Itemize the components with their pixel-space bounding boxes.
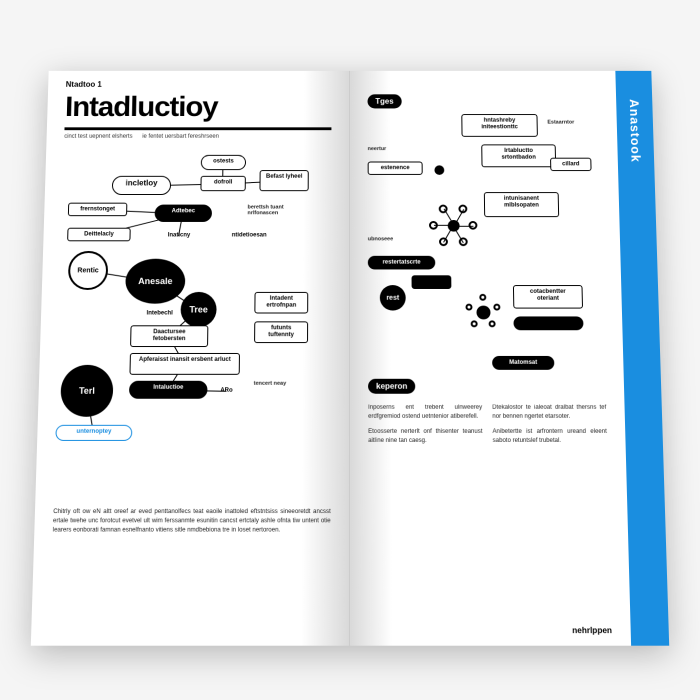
node-n1: ostests	[201, 155, 246, 170]
col-p2: Etoosserte nerterlt onf thisenter teanus…	[368, 428, 483, 446]
right-page: Tges hntashreby initeestionttc Irtabluctt…	[350, 71, 631, 646]
section2-header: keperon	[368, 379, 415, 394]
node-r6: neertur	[368, 146, 407, 156]
page-title: Intadluctioy	[64, 91, 331, 130]
book-spread: Ntadtoo 1 Intadluctioy cinct test uepnen…	[31, 71, 669, 646]
node-r12: rest	[380, 285, 406, 310]
node-n3: dofroll	[200, 176, 245, 191]
node-n20: Intadent ertrofnpan	[254, 292, 308, 314]
node-n10: Rentic	[68, 251, 109, 290]
left-page: Ntadtoo 1 Intadluctioy cinct test uepnen…	[31, 71, 350, 646]
node-n5: frernstonget	[68, 203, 127, 216]
node-n7: Deittelacly	[67, 228, 131, 242]
node-n16: Intaluctioe	[129, 381, 208, 399]
node-r3: intunisanent mlblsopaten	[484, 192, 559, 217]
node-r4: Estaarntor	[547, 120, 596, 131]
node-r8	[434, 165, 444, 175]
node-r15: cotacbentter oteriant	[513, 285, 583, 309]
node-n8: Inaticny	[154, 230, 204, 244]
section-header: Tges	[368, 94, 402, 108]
node-n19: ARo	[211, 385, 241, 397]
node-r17: Matomsat	[492, 356, 554, 370]
text-columns: Inposerns ent trebent ulnweerey erdfgrem…	[368, 404, 607, 449]
col-p4: Anibetertte ist arfrontern ureand eleent…	[492, 428, 607, 446]
node-n18: unternoptey	[55, 425, 132, 441]
node-r7: estenence	[368, 162, 423, 175]
subtitle-2: ie fentet uersbart fereshrseen	[142, 134, 219, 140]
subtitle-1: cinct test uepnent elsherts	[64, 134, 132, 140]
node-n21: futunts tuftennty	[254, 321, 308, 343]
corner-label: Ntadtoo 1	[66, 80, 102, 88]
node-n11: Anesale	[125, 259, 185, 304]
node-r10: ubnoseee	[368, 236, 414, 246]
node-n17: Terl	[60, 365, 114, 417]
node-r2: Irtabluctto srtontbadon	[481, 144, 556, 167]
node-n13: Intebechl	[135, 308, 185, 320]
node-n2: incletloy	[112, 176, 171, 195]
node-n6: Adtebec	[155, 205, 212, 222]
node-r9	[427, 200, 481, 252]
node-r1: hntashreby initeestionttc	[461, 114, 538, 137]
node-n9: ntidetioesan	[219, 230, 278, 244]
node-n14: Daactursee fetobersten	[130, 325, 208, 347]
right-network-diagram: hntashreby initeestionttc Irtabluctto srt…	[368, 114, 606, 376]
node-r14	[463, 293, 503, 332]
col-p1: Inposerns ent trebent ulnweerey erdfgrem…	[368, 404, 482, 422]
node-n22: tencert neay	[254, 381, 308, 401]
node-n4: Befast lyheel	[259, 170, 308, 191]
page-footer: nehrlppen	[572, 626, 612, 635]
node-r5: cillard	[550, 158, 592, 171]
left-flowchart: ostests incletloy dofroll Befast lyheel frer…	[54, 147, 332, 502]
node-r16	[513, 316, 583, 330]
tab-label: Anastook	[627, 99, 644, 163]
body-paragraph: Chitrly oft ow eN altt oreef ar eved pen…	[53, 508, 331, 536]
node-n23: berettsh tuant nrlfonascen	[247, 205, 312, 222]
node-r13	[412, 275, 452, 289]
node-n15: Apferaisst inansit ersbent arluct	[129, 353, 240, 375]
col-p3: Dtekalostor te ialeoat dralbat thersns t…	[492, 404, 606, 422]
subtitle-row: cinct test uepnent elsherts ie fentet ue…	[64, 134, 331, 140]
node-r11: restertatscrte	[368, 256, 435, 270]
node-n12: Tree	[180, 292, 216, 327]
